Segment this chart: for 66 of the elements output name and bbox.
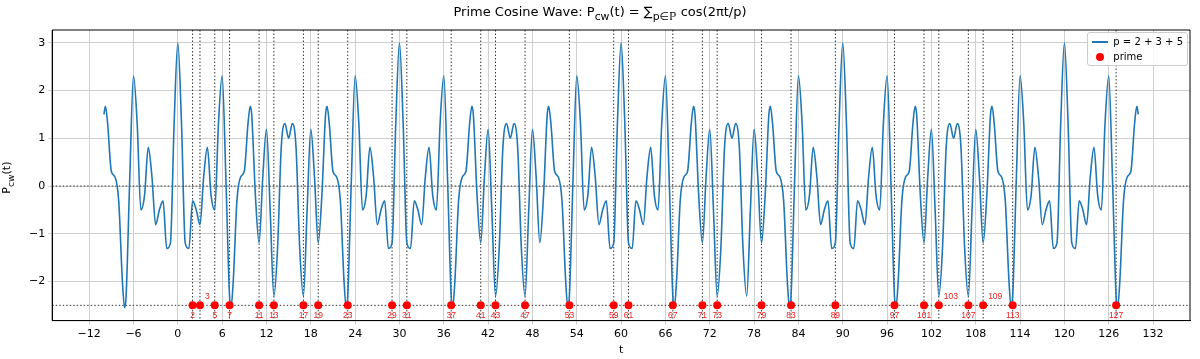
annotation: 13 (269, 309, 279, 320)
annotation: 71 (697, 309, 708, 320)
x-tick-label: 54 (569, 327, 584, 341)
x-tick-label: 114 (1009, 327, 1031, 341)
x-tick-label: 18 (303, 327, 318, 341)
legend-label: prime (1113, 51, 1143, 62)
annotation: 101 (916, 309, 932, 320)
x-tick-label: 132 (1142, 327, 1164, 341)
x-tick-label: 24 (348, 327, 363, 341)
x-tick-label: 108 (965, 327, 987, 341)
annotation: 61 (623, 309, 634, 320)
annotation: 103 (943, 291, 959, 302)
x-tick-label: 36 (436, 327, 451, 341)
y-tick-label: 0 (38, 178, 46, 192)
x-tick-label: 12 (259, 327, 274, 341)
x-tick-label: 78 (747, 327, 762, 341)
annotation: 107 (961, 309, 976, 320)
annotation: 5 (212, 309, 218, 320)
x-tick-label: 72 (702, 327, 717, 341)
x-tick-label: 90 (835, 327, 850, 341)
annotation: 17 (298, 309, 309, 320)
annotation: 97 (889, 309, 900, 320)
annotation: 73 (712, 309, 723, 320)
annotation: 7 (227, 309, 233, 320)
annotation: 19 (313, 309, 324, 320)
x-tick-label: 42 (481, 327, 496, 341)
x-tick-label: 48 (525, 327, 540, 341)
legend-label: p = 2 + 3 + 5 (1113, 36, 1183, 47)
x-tick-label: −12 (77, 327, 101, 341)
annotation: 23 (343, 309, 353, 320)
annotation: 11 (254, 309, 264, 320)
annotation: 89 (830, 309, 841, 320)
y-tick-label: 3 (38, 35, 46, 49)
x-tick-label: 6 (218, 327, 226, 341)
x-tick-label: 60 (614, 327, 629, 341)
x-tick-label: 30 (392, 327, 407, 341)
annotation: 127 (1109, 309, 1124, 320)
chart-title: Prime Cosine Wave: P$_{cw}$(t) = ∑$_{p∈ℙ}$ cos(2πt/p) (452, 4, 748, 23)
annotation: 47 (520, 309, 531, 320)
annotation: 53 (564, 309, 575, 320)
y-tick-label: 2 (38, 83, 46, 97)
annotation: 37 (446, 309, 457, 320)
x-tick-label: −6 (125, 327, 142, 341)
annotation: 3 (204, 291, 210, 302)
annotation: 109 (988, 291, 1003, 302)
annotation: 31 (402, 309, 412, 320)
x-tick-label: 102 (920, 327, 942, 341)
annotation: 79 (756, 309, 767, 320)
annotation: 67 (668, 309, 678, 320)
annotation: 59 (608, 309, 619, 320)
x-tick-label: 120 (1053, 327, 1075, 341)
x-axis-title: t (618, 343, 624, 357)
y-tick-label: −1 (29, 226, 46, 240)
x-tick-label: 0 (174, 327, 182, 341)
x-tick-label: 66 (658, 327, 673, 341)
annotation: 41 (476, 309, 486, 320)
annotation: 113 (1005, 309, 1020, 320)
annotation: 83 (786, 309, 797, 320)
annotation: 29 (387, 309, 398, 320)
annotation: 43 (490, 309, 501, 320)
x-tick-label: 126 (1098, 327, 1120, 341)
x-tick-label: 84 (791, 327, 806, 341)
y-tick-label: 1 (38, 131, 46, 145)
annotation: 2 (190, 309, 196, 320)
y-tick-label: −2 (29, 274, 46, 288)
x-tick-label: 96 (880, 327, 895, 341)
